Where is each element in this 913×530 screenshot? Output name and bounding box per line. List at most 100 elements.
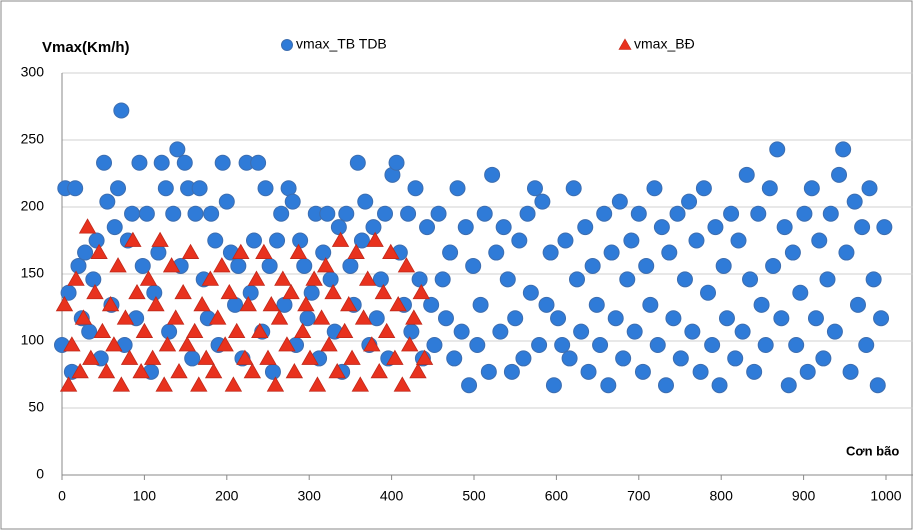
triangle-point <box>289 243 308 259</box>
circle-point <box>457 219 474 236</box>
legend-marker <box>281 39 293 51</box>
circle-point <box>600 377 617 394</box>
circle-point <box>437 310 454 327</box>
triangle-point <box>363 336 381 352</box>
triangle-point <box>59 376 78 392</box>
triangle-point <box>366 231 384 247</box>
circle-point <box>113 102 130 119</box>
triangle-point <box>193 296 211 312</box>
circle-point <box>338 205 355 222</box>
triangle-point <box>274 270 292 286</box>
triangle-point <box>185 322 204 339</box>
triangle-point <box>259 349 277 365</box>
triangle-point <box>239 296 257 312</box>
triangle-point <box>220 283 238 300</box>
circle-point <box>273 205 290 222</box>
circle-point <box>153 154 170 171</box>
x-tick-label: 100 <box>133 488 157 504</box>
circle-point <box>646 180 663 197</box>
circle-point <box>449 180 466 197</box>
circle-point <box>653 219 670 236</box>
triangle-point <box>109 257 127 273</box>
triangle-point <box>90 243 108 259</box>
triangle-point <box>67 270 85 286</box>
triangle-point <box>151 231 169 247</box>
circle-point <box>849 296 866 313</box>
circle-point <box>284 193 301 210</box>
circle-point <box>187 205 204 222</box>
circle-point <box>634 363 651 380</box>
circle-point <box>522 284 539 301</box>
triangle-point <box>135 322 154 339</box>
triangle-point <box>101 296 120 312</box>
triangle-point <box>354 309 373 325</box>
triangle-point <box>359 270 377 286</box>
circle-point <box>799 363 816 380</box>
triangle-point <box>340 296 358 312</box>
circle-point <box>423 296 440 313</box>
circle-point <box>315 244 332 261</box>
circle-point <box>835 141 852 158</box>
x-tick-label: 800 <box>710 488 734 504</box>
triangle-point <box>343 349 361 365</box>
circle-point <box>476 205 493 222</box>
circle-point <box>545 377 562 394</box>
circle-point <box>242 284 259 301</box>
circle-point <box>96 154 113 171</box>
triangle-point <box>55 296 74 312</box>
triangle-point <box>282 283 300 300</box>
circle-point <box>403 323 420 340</box>
circle-point <box>700 284 717 301</box>
circle-point <box>846 193 863 210</box>
circle-point <box>672 350 689 367</box>
triangle-point <box>97 363 116 379</box>
x-tick-label: 300 <box>298 488 322 504</box>
circle-point <box>803 180 820 197</box>
circle-point <box>261 257 278 274</box>
circle-point <box>446 350 463 367</box>
triangle-point <box>147 296 165 312</box>
triangle-point <box>181 243 200 259</box>
circle-point <box>176 154 193 171</box>
circle-point <box>411 271 428 288</box>
y-tick-label: 300 <box>21 64 45 80</box>
circle-point <box>492 323 509 340</box>
triangle-point <box>293 322 312 339</box>
y-tick-label: 200 <box>21 198 45 214</box>
triangle-point <box>247 270 266 286</box>
circle-point <box>150 244 167 261</box>
triangle-point <box>105 336 123 352</box>
circle-point <box>550 310 567 327</box>
circle-point <box>607 310 624 327</box>
circle-point <box>873 310 890 327</box>
triangle-point <box>63 336 81 352</box>
triangle-point <box>316 257 335 273</box>
triangle-point <box>216 336 234 352</box>
triangle-point <box>389 296 407 312</box>
triangle-point <box>312 309 331 325</box>
circle-point <box>157 180 174 197</box>
circle-point <box>773 310 790 327</box>
circle-point <box>230 257 247 274</box>
x-tick-label: 600 <box>545 488 569 504</box>
circle-point <box>507 310 524 327</box>
circle-point <box>377 205 394 222</box>
circle-point <box>746 363 763 380</box>
circle-point <box>531 337 548 354</box>
circle-point <box>292 232 309 249</box>
triangle-point <box>86 283 104 300</box>
triangle-point <box>139 270 158 286</box>
circle-point <box>657 377 674 394</box>
triangle-point <box>162 257 181 273</box>
circle-point <box>688 232 705 249</box>
circle-point <box>734 323 751 340</box>
circle-point <box>214 154 231 171</box>
triangle-point <box>74 309 93 325</box>
circle-point <box>538 296 555 313</box>
circle-point <box>280 180 297 197</box>
triangle-point <box>370 363 388 379</box>
circle-point <box>765 257 782 274</box>
circle-point <box>67 180 84 197</box>
circle-point <box>865 271 882 288</box>
